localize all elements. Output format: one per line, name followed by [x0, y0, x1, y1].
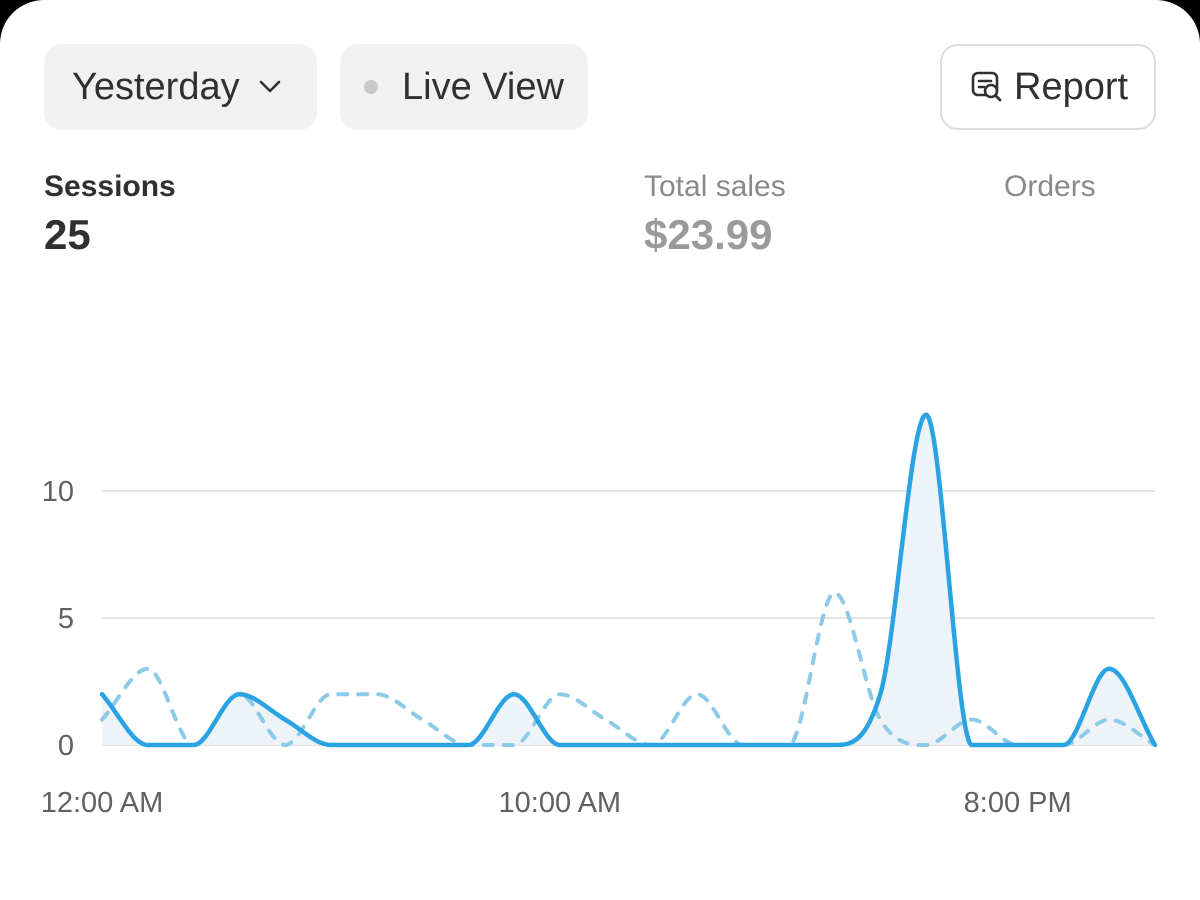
x-tick-label: 10:00 AM [499, 787, 622, 819]
chevron-down-icon [258, 79, 282, 95]
total-sales-value: $23.99 [644, 211, 773, 258]
sessions-value: 25 [44, 211, 91, 258]
date-range-dropdown[interactable]: Yesterday [44, 44, 317, 130]
live-view-button[interactable]: Live View [340, 44, 588, 130]
sessions-label: Sessions [44, 170, 176, 203]
series-line-comparison [100, 590, 1157, 748]
sessions-chart: 0 5 10 12:00 AM 10:00 AM 8:00 PM [41, 412, 1158, 819]
total-sales-label: Total sales [644, 170, 786, 203]
y-tick-label: 5 [58, 603, 74, 635]
series-area-fill [102, 414, 1155, 745]
report-search-icon [970, 70, 1004, 104]
x-tick-label: 12:00 AM [41, 787, 164, 819]
y-tick-label: 10 [42, 476, 74, 508]
metric-sessions[interactable]: Sessions 25 [44, 168, 176, 260]
metric-total-sales[interactable]: Total sales $23.99 [644, 168, 786, 260]
status-dot-icon [364, 80, 378, 94]
metric-orders[interactable]: Orders [1004, 168, 1096, 206]
x-tick-label: 8:00 PM [964, 787, 1072, 819]
series-line-sessions [99, 412, 1158, 748]
y-tick-label: 0 [58, 730, 74, 762]
report-label: Report [1014, 65, 1129, 108]
report-button[interactable]: Report [940, 44, 1156, 130]
orders-label: Orders [1004, 170, 1096, 203]
live-view-label: Live View [402, 65, 564, 108]
date-range-label: Yesterday [72, 65, 240, 108]
